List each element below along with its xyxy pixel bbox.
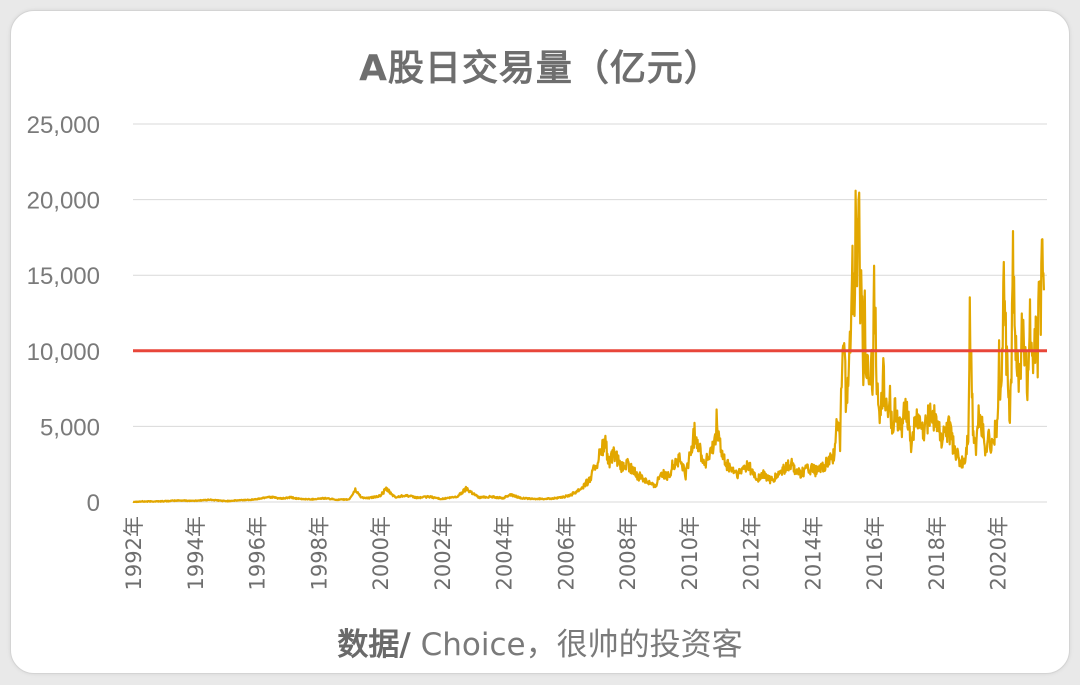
source-prefix: 数据/ xyxy=(337,627,411,663)
x-tick-label: 2000年 xyxy=(369,516,393,590)
x-tick-label: 1992年 xyxy=(122,516,146,590)
x-tick-label: 1994年 xyxy=(184,516,208,590)
x-tick-label: 2018年 xyxy=(925,516,949,590)
y-tick-label: 20,000 xyxy=(27,188,100,215)
y-tick-label: 0 xyxy=(87,490,100,517)
x-tick-label: 2016年 xyxy=(863,516,887,590)
x-tick-label: 2006年 xyxy=(554,516,578,590)
x-tick-label: 2012年 xyxy=(740,516,764,590)
line-chart: 25,000 20,000 15,000 10,000 5,000 0 1992年 1994年… xyxy=(27,112,1047,590)
y-tick-label: 5,000 xyxy=(40,414,100,441)
x-tick-label: 2020年 xyxy=(987,516,1011,590)
x-tick-label: 2004年 xyxy=(493,516,517,590)
chart-card: A股日交易量（亿元） 25,000 20,000 15,000 10,000 5,000… xyxy=(10,10,1070,674)
x-tick-label: 2008年 xyxy=(616,516,640,590)
source-rest: Choice，很帅的投资客 xyxy=(410,627,743,663)
y-tick-label: 15,000 xyxy=(27,263,100,290)
x-tick-label: 2010年 xyxy=(678,516,702,590)
source-note: 数据/ Choice，很帅的投资客 xyxy=(11,619,1069,664)
x-tick-label: 2014年 xyxy=(801,516,825,590)
y-tick-label: 10,000 xyxy=(27,339,100,366)
series-line xyxy=(132,189,1045,504)
x-tick-label: 1996年 xyxy=(246,516,270,590)
y-tick-label: 25,000 xyxy=(27,112,100,139)
x-tick-label: 1998年 xyxy=(307,516,331,590)
x-tick-label: 2002年 xyxy=(431,516,455,590)
chart-title: A股日交易量（亿元） xyxy=(359,48,721,89)
